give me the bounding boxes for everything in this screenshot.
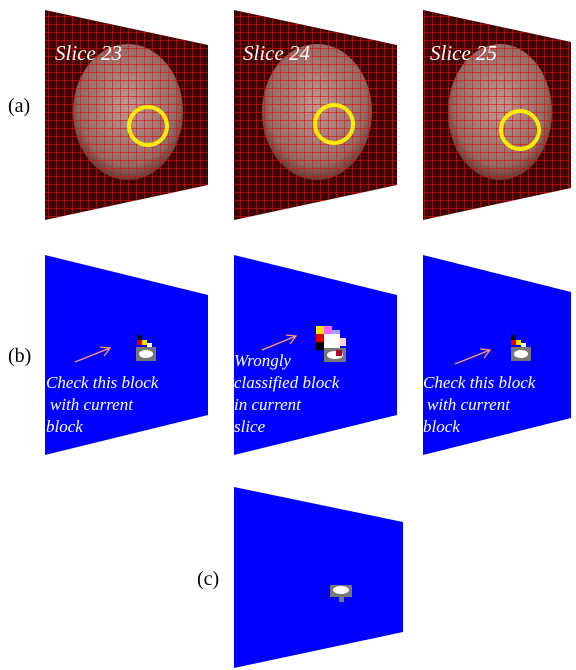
annotation: Check this block [423, 373, 536, 392]
row-label: (a) [8, 95, 30, 117]
annotation: with current [50, 395, 134, 414]
result-panel [234, 487, 403, 668]
row-label: (b) [8, 345, 31, 367]
row-label: (c) [197, 568, 219, 590]
annotation: slice [234, 417, 266, 436]
annotation: block [423, 417, 460, 436]
annotation: block [46, 417, 83, 436]
annotation: classified block [234, 373, 340, 392]
slice-title: Slice 25 [430, 41, 497, 65]
annotation: in current [234, 395, 302, 414]
annotation: with current [427, 395, 511, 414]
annotation: Wrongly [234, 351, 291, 370]
annotation: Check this block [46, 373, 159, 392]
slice-title: Slice 23 [55, 41, 122, 65]
figure: (a) (b) (c) Slice 23 Slice 24 Slice 25 C… [0, 0, 576, 670]
slice-title: Slice 24 [243, 41, 311, 65]
